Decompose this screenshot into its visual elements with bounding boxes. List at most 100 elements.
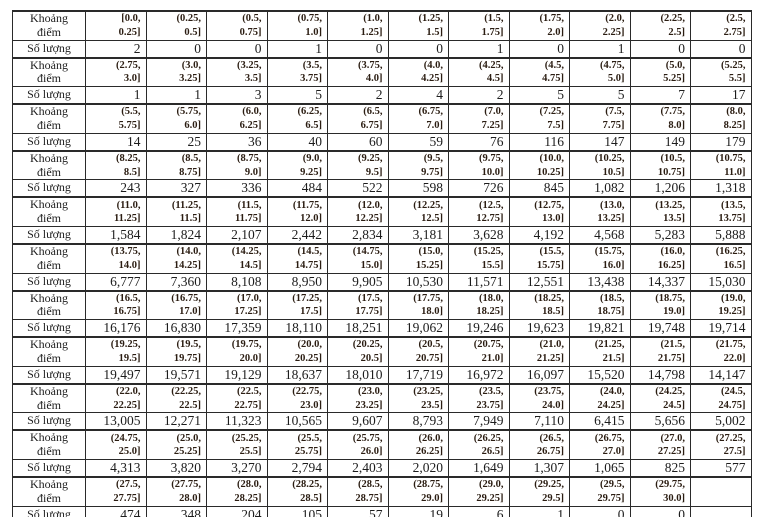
interval-row-8: Khoảng điểm (19.25, 19.5] (19.5, 19.75] (19… [12, 336, 752, 367]
interval-cell: (10.0, 10.25] [508, 149, 570, 181]
count-cell: 0 [145, 39, 207, 59]
count-cell: 204 [206, 505, 268, 517]
count-cell: 598 [387, 179, 449, 198]
count-row-label: Số lượng [12, 365, 86, 385]
interval-cell: (18.25, 18.5] [508, 289, 570, 321]
interval-row-1: Khoảng điểm [0.0, 0.25] (0.25, 0.5] (0.5, 0… [12, 9, 752, 41]
count-cell: 3,820 [145, 458, 207, 478]
count-cell: 19 [387, 505, 449, 517]
count-row-label: Số lượng [12, 179, 86, 198]
count-cell: 147 [569, 132, 631, 152]
count-cell: 7,360 [145, 272, 207, 292]
count-cell: 179 [690, 132, 752, 152]
interval-cell: (2.25, 2.5] [629, 9, 691, 41]
interval-row-11: Khoảng điểm (27.5, 27.75] (27.75, 28.0] (28… [12, 475, 752, 507]
interval-cell: (20.75, 21.0] [448, 336, 510, 367]
count-cell: 3,181 [387, 225, 449, 245]
count-cell: 5,283 [629, 225, 691, 245]
interval-cell: [0.0, 0.25] [85, 9, 147, 41]
interval-cell: (12.5, 12.75] [448, 196, 510, 227]
count-cell: 5 [569, 86, 631, 105]
interval-cell: (22.75, 23.0] [266, 382, 328, 414]
interval-row-label: Khoảng điểm [12, 149, 86, 181]
count-cell: 1,824 [145, 225, 207, 245]
count-cell: 726 [448, 179, 510, 198]
count-cell: 1 [448, 39, 510, 59]
count-cell: 845 [508, 179, 570, 198]
count-cell: 825 [629, 458, 691, 478]
interval-cell: (17.5, 17.75] [327, 289, 389, 321]
count-row-label: Số lượng [12, 319, 86, 338]
count-row-9: Số lượng 13,005 12,271 11,323 10,565 9,607 8,7… [12, 412, 752, 431]
count-cell: 484 [266, 179, 328, 198]
interval-row-label: Khoảng điểm [12, 56, 86, 88]
count-row-label: Số lượng [12, 225, 86, 245]
count-cell: 116 [508, 132, 570, 152]
interval-cell: (0.5, 0.75] [206, 9, 268, 41]
count-cell [690, 505, 752, 517]
count-cell: 2 [85, 39, 147, 59]
interval-cell: (18.0, 18.25] [448, 289, 510, 321]
count-cell: 4 [387, 86, 449, 105]
count-cell: 9,905 [327, 272, 389, 292]
count-cell: 16,972 [448, 365, 510, 385]
count-cell: 3,628 [448, 225, 510, 245]
count-cell: 18,637 [266, 365, 328, 385]
interval-cell: (11.75, 12.0] [266, 196, 328, 227]
interval-cell: (19.0, 19.25] [690, 289, 752, 321]
count-cell: 25 [145, 132, 207, 152]
interval-cell: (3.25, 3.5] [206, 56, 268, 88]
count-cell: 474 [85, 505, 147, 517]
interval-cell: (19.5, 19.75] [145, 336, 207, 367]
interval-cell: (18.75, 19.0] [629, 289, 691, 321]
count-cell: 5,002 [690, 412, 752, 431]
count-cell: 0 [629, 39, 691, 59]
interval-cell: (27.0, 27.25] [629, 429, 691, 460]
interval-cell: (7.75, 8.0] [629, 103, 691, 134]
count-cell: 18,010 [327, 365, 389, 385]
interval-cell: (3.75, 4.0] [327, 56, 389, 88]
interval-cell: (5.5, 5.75] [85, 103, 147, 134]
count-row-1: Số lượng 2 0 0 1 0 0 1 0 1 0 0 [12, 39, 752, 59]
count-cell: 60 [327, 132, 389, 152]
interval-row-label: Khoảng điểm [12, 289, 86, 321]
count-cell: 4,568 [569, 225, 631, 245]
count-cell: 19,246 [448, 319, 510, 338]
interval-row-label: Khoảng điểm [12, 103, 86, 134]
interval-cell: (15.25, 15.5] [448, 242, 510, 274]
count-cell: 7,949 [448, 412, 510, 431]
count-row-6: Số lượng 6,777 7,360 8,108 8,950 9,905 10,530 1… [12, 272, 752, 292]
count-cell: 11,323 [206, 412, 268, 431]
count-cell: 1,584 [85, 225, 147, 245]
interval-row-2: Khoảng điểm (2.75, 3.0] (3.0, 3.25] (3.25, … [12, 56, 752, 88]
count-cell: 5,888 [690, 225, 752, 245]
count-cell: 4,192 [508, 225, 570, 245]
interval-cell: (27.5, 27.75] [85, 475, 147, 507]
count-cell: 2 [448, 86, 510, 105]
interval-cell: (1.5, 1.75] [448, 9, 510, 41]
interval-cell: (9.5, 9.75] [387, 149, 449, 181]
interval-cell: (0.25, 0.5] [145, 9, 207, 41]
interval-cell: (24.25, 24.5] [629, 382, 691, 414]
count-cell: 19,714 [690, 319, 752, 338]
interval-cell: (29.25, 29.5] [508, 475, 570, 507]
count-cell: 10,565 [266, 412, 328, 431]
interval-cell: (28.0, 28.25] [206, 475, 268, 507]
interval-cell: (16.0, 16.25] [629, 242, 691, 274]
count-cell: 2,834 [327, 225, 389, 245]
count-cell: 13,005 [85, 412, 147, 431]
count-cell: 10,530 [387, 272, 449, 292]
interval-cell: (26.5, 26.75] [508, 429, 570, 460]
interval-cell: (17.25, 17.5] [266, 289, 328, 321]
interval-cell: (16.5, 16.75] [85, 289, 147, 321]
count-cell: 19,748 [629, 319, 691, 338]
interval-cell: (4.75, 5.0] [569, 56, 631, 88]
interval-cell: (23.25, 23.5] [387, 382, 449, 414]
count-row-label: Số lượng [12, 505, 86, 517]
interval-cell: (17.0, 17.25] [206, 289, 268, 321]
count-cell: 2 [327, 86, 389, 105]
score-distribution-table: Khoảng điểm [0.0, 0.25] (0.25, 0.5] (0.5, 0… [12, 9, 752, 517]
interval-cell: (25.75, 26.0] [327, 429, 389, 460]
count-cell: 9,607 [327, 412, 389, 431]
count-cell: 17,719 [387, 365, 449, 385]
